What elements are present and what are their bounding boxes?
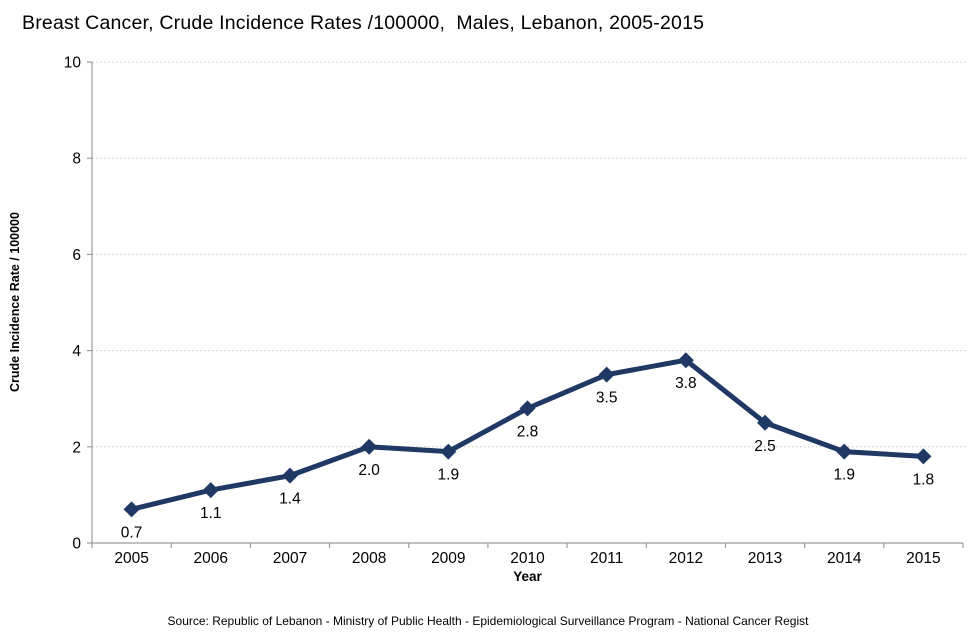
data-label: 3.8 (675, 375, 697, 392)
data-label: 3.5 (596, 390, 618, 407)
x-tick-label: 2010 (510, 550, 545, 567)
data-label: 2.0 (358, 462, 380, 479)
data-point-marker (361, 438, 378, 455)
y-tick-label: 8 (72, 151, 81, 168)
tick-labels-group: 0 2 4 6 8 10 2005 2006 2007 2008 2009 2010 2011 2012 2… (64, 55, 941, 568)
x-tick-label: 2006 (194, 550, 228, 567)
data-point-marker (202, 482, 219, 499)
data-point-marker (836, 443, 853, 460)
x-tick-label: 2008 (352, 550, 386, 567)
y-tick-label: 0 (72, 536, 81, 553)
x-tick-label: 2013 (748, 550, 782, 567)
data-point-marker (598, 366, 615, 383)
x-tick-label: 2009 (431, 550, 465, 567)
data-label: 1.9 (438, 467, 460, 484)
data-label: 1.8 (913, 471, 935, 488)
data-label: 1.9 (833, 467, 855, 484)
data-point-marker (757, 414, 774, 431)
data-label: 0.7 (121, 524, 143, 541)
data-point-marker (519, 400, 536, 417)
axes-group (87, 61, 964, 548)
data-point-marker (123, 501, 140, 518)
x-tick-label: 2007 (273, 550, 307, 567)
x-tick-label: 2012 (669, 550, 703, 567)
x-tick-label: 2014 (827, 550, 862, 567)
chart-title: Breast Cancer, Crude Incidence Rates /10… (22, 12, 705, 34)
data-label: 1.4 (279, 491, 301, 508)
data-point-marker (915, 448, 932, 465)
data-label: 2.8 (517, 423, 539, 440)
x-tick-label: 2015 (906, 550, 940, 567)
data-label: 1.1 (200, 505, 222, 522)
data-point-marker (440, 443, 457, 460)
data-labels-group: 0.7 1.1 1.4 2.0 1.9 2.8 3.5 3.8 2.5 1.9 1.8 (121, 375, 934, 541)
y-tick-label: 10 (64, 55, 82, 72)
data-point-marker (677, 352, 694, 369)
y-tick-label: 2 (72, 439, 81, 456)
y-tick-label: 4 (72, 343, 81, 360)
data-label: 2.5 (754, 438, 776, 455)
x-tick-label: 2011 (590, 550, 623, 567)
series-group (123, 352, 932, 518)
x-axis-title: Year (513, 569, 542, 584)
gridlines-group (92, 61, 968, 448)
x-tick-label: 2005 (114, 550, 148, 567)
data-point-marker (281, 467, 298, 484)
source-note: Source: Republic of Lebanon - Ministry o… (167, 614, 809, 628)
y-tick-label: 6 (72, 247, 81, 264)
